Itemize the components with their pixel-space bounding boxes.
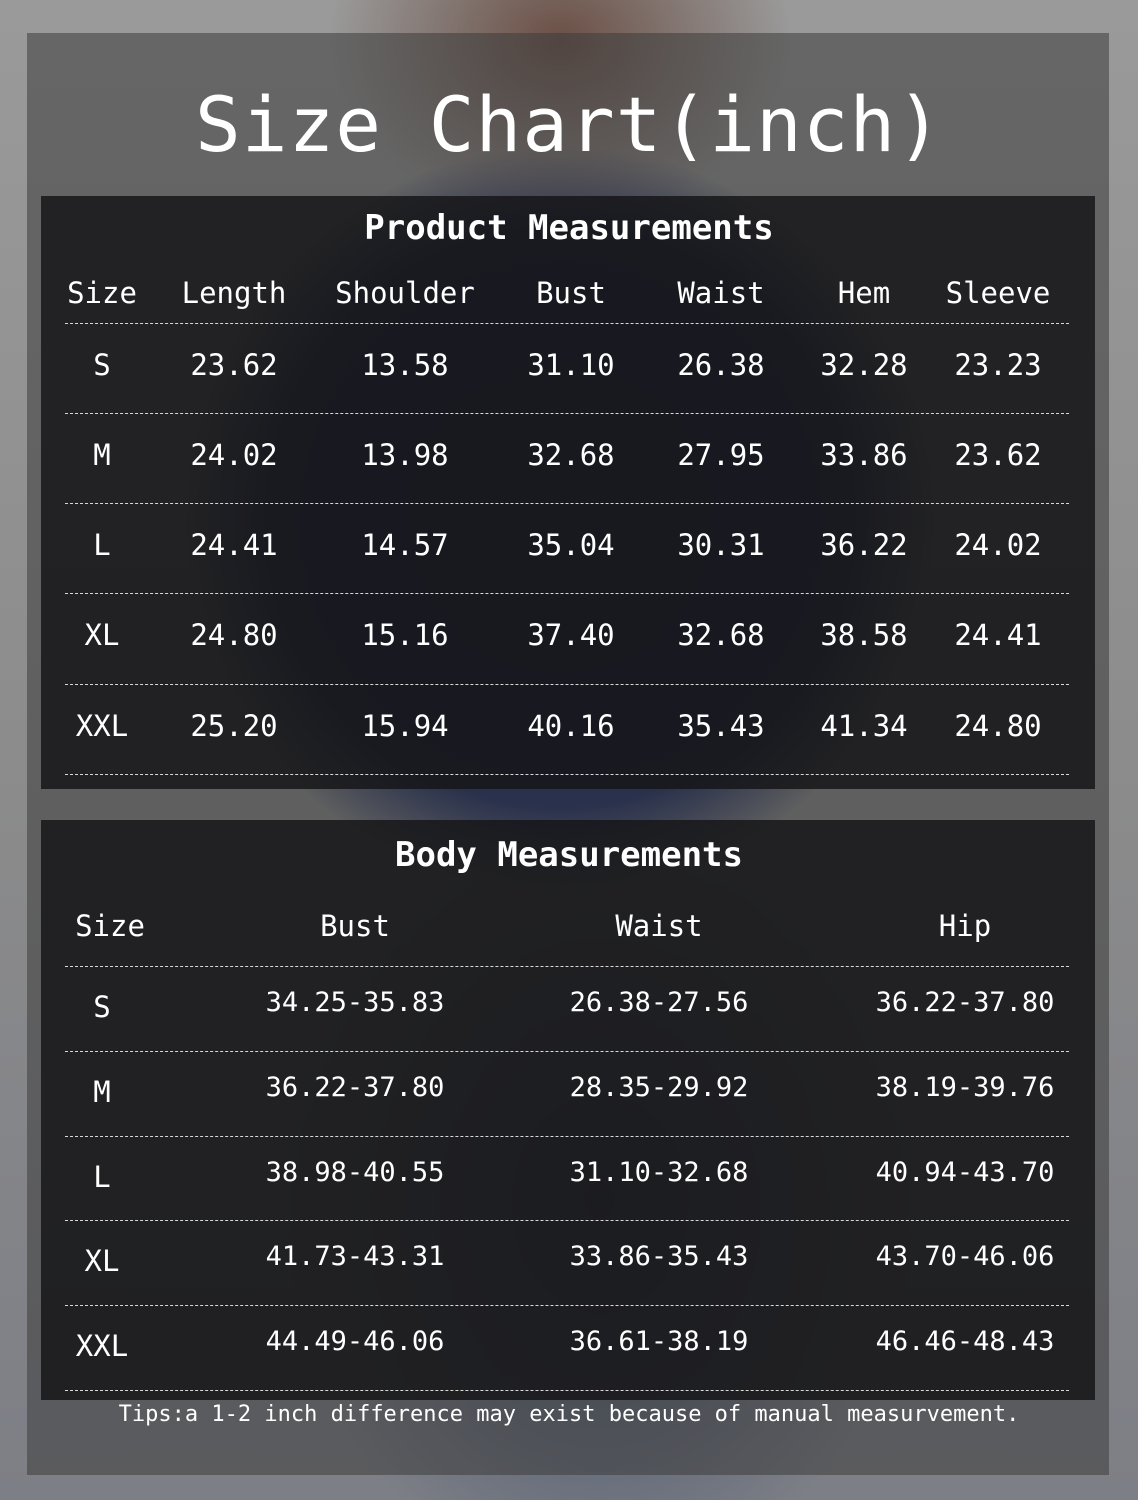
body-cell: 28.35-29.92 <box>569 1072 749 1103</box>
body-cell: 38.98-40.55 <box>265 1157 445 1188</box>
row-divider <box>65 684 1069 685</box>
row-divider <box>65 1051 1069 1052</box>
body-measurements-title: Body Measurements <box>395 835 743 875</box>
product-cell: 24.02 <box>190 438 278 472</box>
body-cell: 40.94-43.70 <box>875 1157 1055 1188</box>
product-cell: 24.02 <box>954 528 1042 562</box>
product-cell: 23.62 <box>954 438 1042 472</box>
product-cell: 24.80 <box>954 709 1042 743</box>
body-header-cell: Hip <box>938 909 992 943</box>
row-divider <box>65 413 1069 414</box>
product-header-cell: Length <box>181 276 287 310</box>
row-divider <box>65 774 1069 775</box>
product-measurements-title: Product Measurements <box>364 208 774 248</box>
product-measurements-table <box>41 196 1095 789</box>
body-cell: XL <box>84 1244 120 1278</box>
product-cell: 40.16 <box>527 709 615 743</box>
body-cell: M <box>93 1075 111 1109</box>
product-cell: XL <box>84 618 120 652</box>
body-cell: 33.86-35.43 <box>569 1241 749 1272</box>
product-cell: 33.86 <box>820 438 908 472</box>
product-cell: 24.41 <box>954 618 1042 652</box>
body-cell: 36.61-38.19 <box>569 1326 749 1357</box>
row-divider <box>65 966 1069 967</box>
product-cell: M <box>93 438 111 472</box>
product-cell: 24.41 <box>190 528 278 562</box>
row-divider <box>65 503 1069 504</box>
body-cell: 46.46-48.43 <box>875 1326 1055 1357</box>
product-cell: 15.16 <box>361 618 449 652</box>
product-header-cell: Hem <box>837 276 891 310</box>
body-cell: XXL <box>75 1329 129 1363</box>
tips-note: Tips:a 1-2 inch difference may exist bec… <box>118 1402 1020 1427</box>
row-divider <box>65 323 1069 324</box>
body-cell: L <box>93 1160 111 1194</box>
product-cell: 25.20 <box>190 709 278 743</box>
product-cell: S <box>93 348 111 382</box>
product-cell: 27.95 <box>677 438 765 472</box>
product-cell: 13.58 <box>361 348 449 382</box>
product-cell: 14.57 <box>361 528 449 562</box>
product-cell: 32.28 <box>820 348 908 382</box>
product-cell: 32.68 <box>527 438 615 472</box>
body-cell: S <box>93 990 111 1024</box>
product-cell: 23.23 <box>954 348 1042 382</box>
body-cell: 36.22-37.80 <box>875 987 1055 1018</box>
body-header-cell: Size <box>75 909 145 943</box>
row-divider <box>65 1220 1069 1221</box>
product-cell: 31.10 <box>527 348 615 382</box>
row-divider <box>65 1136 1069 1137</box>
product-cell: 35.04 <box>527 528 615 562</box>
page-title: Size Chart(inch) <box>194 80 944 169</box>
row-divider <box>65 1305 1069 1306</box>
product-header-cell: Sleeve <box>945 276 1051 310</box>
product-cell: 36.22 <box>820 528 908 562</box>
body-cell: 43.70-46.06 <box>875 1241 1055 1272</box>
body-cell: 41.73-43.31 <box>265 1241 445 1272</box>
body-cell: 44.49-46.06 <box>265 1326 445 1357</box>
row-divider <box>65 593 1069 594</box>
product-cell: 30.31 <box>677 528 765 562</box>
product-header-cell: Bust <box>536 276 606 310</box>
product-cell: 37.40 <box>527 618 615 652</box>
body-cell: 26.38-27.56 <box>569 987 749 1018</box>
body-cell: 34.25-35.83 <box>265 987 445 1018</box>
product-header-cell: Waist <box>677 276 765 310</box>
product-cell: 32.68 <box>677 618 765 652</box>
product-cell: XXL <box>75 709 129 743</box>
product-cell: 13.98 <box>361 438 449 472</box>
product-cell: 26.38 <box>677 348 765 382</box>
product-header-cell: Size <box>67 276 137 310</box>
body-measurements-table <box>41 820 1095 1400</box>
product-cell: 35.43 <box>677 709 765 743</box>
body-cell: 36.22-37.80 <box>265 1072 445 1103</box>
product-cell: 15.94 <box>361 709 449 743</box>
body-header-cell: Waist <box>615 909 703 943</box>
product-cell: L <box>93 528 111 562</box>
row-divider <box>65 1390 1069 1391</box>
body-cell: 31.10-32.68 <box>569 1157 749 1188</box>
body-header-cell: Bust <box>320 909 390 943</box>
product-cell: 24.80 <box>190 618 278 652</box>
product-cell: 38.58 <box>820 618 908 652</box>
product-cell: 23.62 <box>190 348 278 382</box>
product-header-cell: Shoulder <box>335 276 475 310</box>
body-cell: 38.19-39.76 <box>875 1072 1055 1103</box>
product-cell: 41.34 <box>820 709 908 743</box>
